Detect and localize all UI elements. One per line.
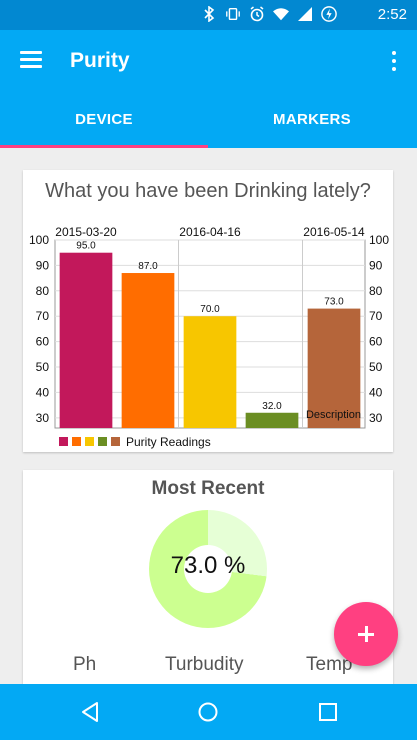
- recents-icon[interactable]: [312, 696, 344, 728]
- bar: [183, 316, 237, 428]
- legend-swatch: [98, 437, 107, 446]
- bar-value-label: 87.0: [138, 261, 158, 272]
- more-vert-icon[interactable]: [389, 50, 399, 72]
- y-tick-label-right: 60: [369, 335, 383, 349]
- purity-bar-chart: 100 100 90 90 80 80 70 70 60 60 50 50 40 40 30 30 95.0 87…: [29, 225, 389, 449]
- signal-icon: [297, 5, 313, 23]
- donut-hole: [184, 545, 232, 593]
- status-bar: 2:52: [0, 0, 417, 30]
- add-icon-vertical: [365, 626, 368, 642]
- x-top-label: 2016-05-14: [303, 225, 365, 239]
- y-tick-label: 90: [36, 258, 50, 272]
- tab-markers[interactable]: MARKERS: [273, 110, 351, 128]
- back-icon[interactable]: [74, 696, 106, 728]
- bar-value-label: 32.0: [262, 401, 282, 412]
- bar: [121, 273, 175, 428]
- bar-value-label: 73.0: [324, 297, 344, 308]
- bar: [245, 412, 299, 428]
- y-tick-label: 60: [36, 335, 50, 349]
- wifi-icon: [273, 5, 289, 23]
- y-tick-label-right: 70: [369, 309, 383, 323]
- system-nav-bar: [0, 684, 417, 740]
- bar: [59, 252, 113, 428]
- bar-value-label: 95.0: [76, 241, 96, 252]
- menu-icon[interactable]: [20, 48, 44, 72]
- legend-swatch: [85, 437, 94, 446]
- tab-bar: DEVICE MARKERS: [0, 90, 417, 148]
- bar: [307, 308, 361, 428]
- bluetooth-icon: [201, 5, 217, 23]
- y-tick-label-right: 80: [369, 284, 383, 298]
- status-icons: [201, 5, 337, 23]
- y-tick-label: 100: [29, 233, 49, 247]
- y-tick-label: 50: [36, 360, 50, 374]
- temp-label: Temp: [306, 654, 353, 675]
- add-button[interactable]: [334, 602, 398, 666]
- tab-indicator: [0, 145, 208, 148]
- most-recent-card: Most Recent 73.0 % Ph Turbudity Temp: [23, 470, 393, 700]
- alarm-icon: [249, 5, 265, 23]
- home-icon[interactable]: [192, 696, 224, 728]
- legend-swatch: [72, 437, 81, 446]
- bar-value-label: 70.0: [200, 304, 220, 315]
- chart-title: What you have been Drinking lately?: [45, 180, 371, 202]
- most-recent-title: Most Recent: [151, 478, 265, 499]
- y-tick-label-right: 90: [369, 258, 383, 272]
- purity-donut-chart: 73.0 %: [149, 510, 267, 628]
- legend-swatch: [111, 437, 120, 446]
- turbidity-label: Turbudity: [165, 654, 244, 675]
- ph-label: Ph: [73, 654, 97, 675]
- legend-label: Purity Readings: [126, 435, 211, 449]
- vibrate-icon: [225, 5, 241, 23]
- status-time: 2:52: [377, 6, 407, 23]
- battery-charging-icon: [321, 5, 337, 23]
- x-top-label: 2015-03-20: [55, 225, 117, 239]
- y-tick-label: 40: [36, 385, 50, 399]
- app-bar: Purity: [0, 30, 417, 90]
- app-title: Purity: [70, 49, 130, 72]
- x-top-label: 2016-04-16: [179, 225, 241, 239]
- y-tick-label-right: 40: [369, 385, 383, 399]
- donut-value-label: 73.0 %: [170, 552, 246, 579]
- tab-device[interactable]: DEVICE: [75, 110, 133, 128]
- chart-card: What you have been Drinking lately? 100 1…: [23, 170, 393, 452]
- y-tick-label: 80: [36, 284, 50, 298]
- legend-swatch: [59, 437, 68, 446]
- y-tick-label: 30: [36, 411, 50, 425]
- y-tick-label-right: 30: [369, 411, 383, 425]
- y-tick-label-right: 50: [369, 360, 383, 374]
- chart-description: Description: [306, 409, 361, 421]
- y-tick-label: 70: [36, 309, 50, 323]
- y-tick-label-right: 100: [369, 233, 389, 247]
